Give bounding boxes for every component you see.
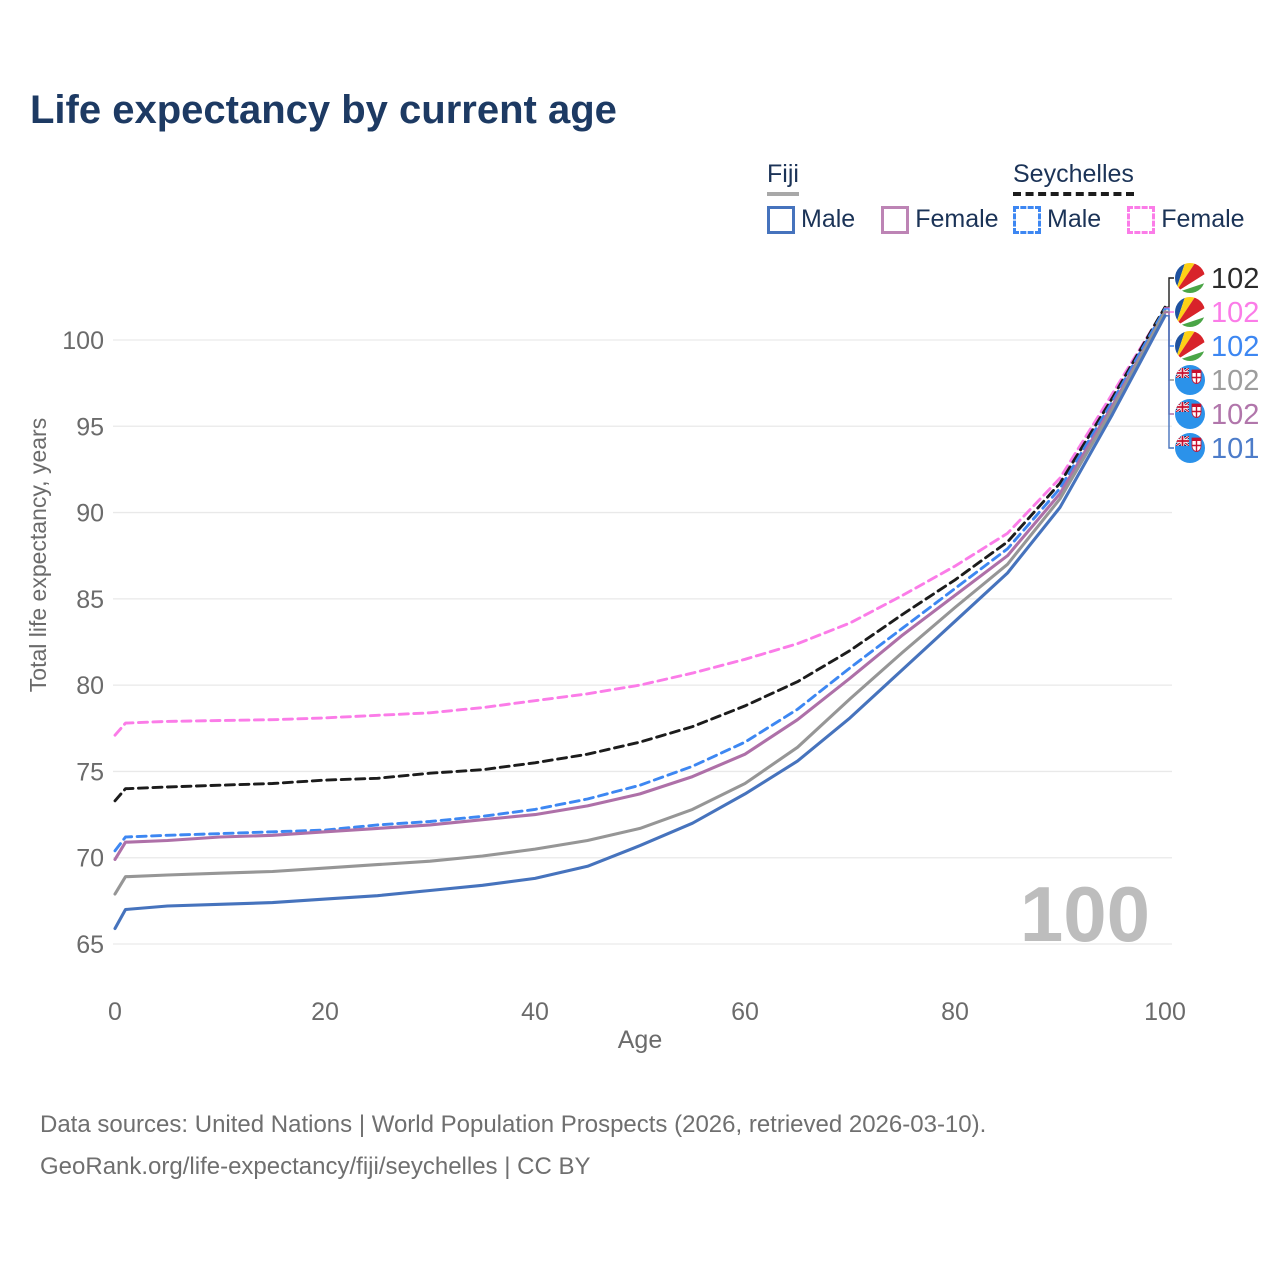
fiji-flag-icon — [1175, 365, 1205, 395]
seychelles-female-swatch-icon — [1127, 205, 1156, 234]
end-label-leader — [1164, 315, 1174, 449]
end-label-value: 102 — [1211, 365, 1259, 397]
fiji-flag-icon — [1175, 433, 1205, 463]
x-axis-title: Age — [618, 1026, 662, 1054]
age-watermark: 100 — [1020, 870, 1150, 958]
legend-item-label: Male — [1047, 205, 1102, 233]
seychelles-flag-icon — [1175, 263, 1205, 293]
page-title: Life expectancy by current age — [30, 88, 617, 132]
fiji-flag-icon — [1175, 399, 1205, 429]
end-label-value: 101 — [1211, 433, 1259, 465]
seychelles-flag-icon — [1175, 297, 1205, 327]
end-label-fiji-both-sexes[interactable]: 102 — [1175, 365, 1259, 397]
y-tick-label: 85 — [76, 586, 104, 614]
legend-item-seychelles-male[interactable]: Male — [1013, 205, 1101, 234]
y-tick-label: 80 — [76, 672, 104, 700]
x-tick-label: 80 — [941, 998, 969, 1026]
source-link-line[interactable]: GeoRank.org/life-expectancy/fiji/seychel… — [40, 1153, 591, 1180]
data-series — [113, 305, 1167, 931]
y-tick-label: 65 — [76, 931, 104, 959]
legend-item-label: Female — [915, 205, 999, 233]
fiji-female-swatch-icon — [881, 205, 910, 234]
series-line-seychelles-female[interactable] — [113, 306, 1167, 737]
y-tick-label: 70 — [76, 845, 104, 873]
x-tick-label: 20 — [311, 998, 339, 1026]
end-label-value: 102 — [1211, 399, 1259, 431]
legend-item-fiji-male[interactable]: Male — [767, 205, 855, 234]
end-label-fiji-female[interactable]: 102 — [1175, 399, 1259, 431]
x-tick-label: 60 — [731, 998, 759, 1026]
series-line-seychelles-male[interactable] — [113, 307, 1167, 853]
legend: Fiji Male Female Seychelles Male — [0, 160, 1280, 240]
gridlines — [113, 339, 1172, 945]
source-line: Data sources: United Nations | World Pop… — [40, 1111, 987, 1138]
y-tick-label: 90 — [76, 500, 104, 528]
seychelles-male-swatch-icon — [1013, 205, 1041, 234]
y-tick-label: 100 — [62, 327, 104, 355]
source-footer: Data sources: United Nations | World Pop… — [40, 1104, 986, 1188]
end-label-fiji-male[interactable]: 101 — [1175, 433, 1259, 465]
end-label-seychelles-male[interactable]: 102 — [1175, 331, 1259, 363]
end-label-seychelles-female[interactable]: 102 — [1175, 297, 1259, 329]
legend-item-fiji-female[interactable]: Female — [881, 205, 999, 234]
end-label-value: 102 — [1211, 331, 1259, 363]
axis-ticks: 65 70 75 80 85 90 95 100 0 20 40 60 80 100 — [62, 327, 1186, 1026]
x-tick-label: 40 — [521, 998, 549, 1026]
end-label-seychelles-both-sexes[interactable]: 102 — [1175, 263, 1259, 295]
x-tick-label: 100 — [1144, 998, 1186, 1026]
y-tick-label: 75 — [76, 758, 104, 786]
series-line-fiji-female[interactable] — [113, 310, 1167, 861]
end-label-leader — [1164, 277, 1174, 308]
end-label-value: 102 — [1211, 297, 1259, 329]
fiji-male-swatch-icon — [767, 205, 795, 234]
legend-item-seychelles-female[interactable]: Female — [1127, 205, 1245, 234]
legend-item-label: Female — [1161, 205, 1245, 233]
series-line-fiji-male[interactable] — [113, 314, 1167, 931]
end-label-value: 102 — [1211, 263, 1259, 295]
x-tick-label: 0 — [108, 998, 122, 1026]
legend-group-fiji: Fiji Male Female — [767, 160, 1025, 234]
legend-item-label: Male — [801, 205, 856, 233]
series-line-fiji-both-sexes[interactable] — [113, 309, 1167, 896]
series-line-seychelles-both-sexes[interactable] — [113, 305, 1167, 803]
legend-group-seychelles: Seychelles Male Female — [1013, 160, 1271, 234]
legend-header-seychelles[interactable]: Seychelles — [1013, 160, 1134, 196]
y-tick-label: 95 — [76, 413, 104, 441]
y-axis-title: Total life expectancy, years — [25, 418, 51, 692]
legend-header-fiji[interactable]: Fiji — [767, 160, 799, 196]
seychelles-flag-icon — [1175, 331, 1205, 361]
